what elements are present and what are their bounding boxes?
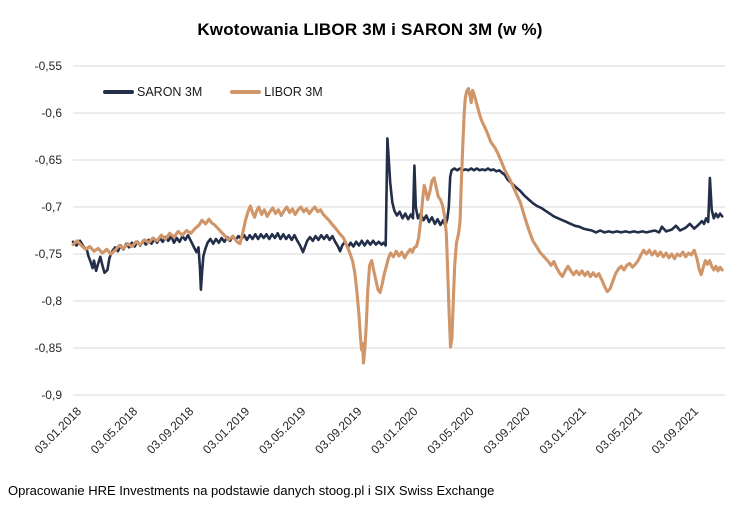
x-tick-label: 03.01.2018	[32, 404, 85, 457]
legend-label-libor: LIBOR 3M	[264, 85, 323, 99]
x-tick-label: 03.09.2020	[480, 404, 533, 457]
y-tick-label: -0,7	[41, 200, 62, 214]
x-tick-label: 03.09.2021	[649, 404, 702, 457]
y-tick-label: -0,8	[41, 294, 62, 308]
source-note: Opracowanie HRE Investments na podstawie…	[8, 483, 495, 498]
saron-line-swatch-icon	[103, 90, 134, 94]
x-tick-label: 03.09.2018	[144, 404, 197, 457]
x-tick-label: 03.05.2020	[424, 404, 477, 457]
libor-line-swatch-icon	[230, 90, 262, 94]
legend-item-saron: SARON 3M	[103, 85, 202, 99]
chart-title: Kwotowania LIBOR 3M i SARON 3M (w %)	[197, 20, 543, 39]
y-tick-label: -0,75	[35, 247, 63, 261]
x-tick-label: 03.01.2019	[200, 404, 253, 457]
x-tick-label: 03.01.2021	[537, 404, 590, 457]
y-tick-label: -0,6	[41, 106, 62, 120]
x-tick-label: 03.01.2020	[368, 404, 421, 457]
y-tick-label: -0,85	[35, 341, 63, 355]
y-tick-label: -0,65	[35, 153, 63, 167]
y-tick-label: -0,9	[41, 388, 62, 402]
legend-item-libor: LIBOR 3M	[230, 85, 323, 99]
x-tick-label: 03.09.2019	[312, 404, 365, 457]
series-line-saron-3m	[71, 137, 724, 291]
series-line-libor-3m	[71, 87, 724, 365]
x-tick-label: 03.05.2021	[593, 404, 646, 457]
x-tick-label: 03.05.2019	[256, 404, 309, 457]
y-tick-label: -0,55	[35, 59, 63, 73]
x-tick-label: 03.05.2018	[88, 404, 141, 457]
legend: SARON 3M LIBOR 3M	[103, 85, 323, 99]
legend-label-saron: SARON 3M	[137, 85, 203, 99]
